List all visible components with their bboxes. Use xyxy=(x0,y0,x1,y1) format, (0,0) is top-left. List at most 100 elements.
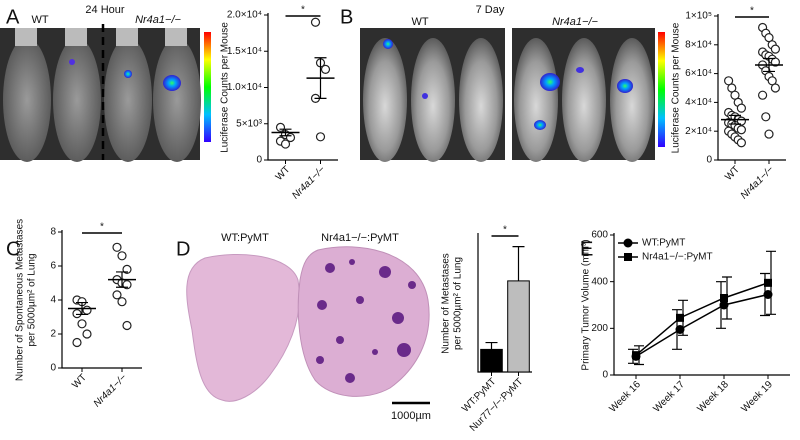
x-tick-label: Week 18 xyxy=(695,379,731,415)
image-a xyxy=(0,24,211,162)
y-tick-label: 2 xyxy=(50,329,56,340)
data-point xyxy=(757,90,768,100)
data-point xyxy=(112,290,122,300)
data-point xyxy=(72,337,82,348)
y-tick-label: 2×10⁴ xyxy=(685,126,712,137)
y-tick-label: 0 xyxy=(706,155,712,166)
image-label: Nr4a1−/−:PyMT xyxy=(321,232,399,244)
x-tick-label: Week 17 xyxy=(651,379,687,415)
significance-label: * xyxy=(100,222,104,233)
y-tick-label: 6 xyxy=(50,261,56,272)
error-bar xyxy=(512,246,525,281)
legend-label: Nr4a1−/−:PyMT xyxy=(642,252,713,263)
image-d xyxy=(186,246,430,405)
legend-marker xyxy=(623,238,633,248)
data-point xyxy=(736,103,747,113)
panel-label: D xyxy=(176,238,190,260)
series-line xyxy=(635,282,769,356)
data-point xyxy=(770,44,781,54)
data-point xyxy=(632,351,640,360)
x-tick-label: Week 19 xyxy=(739,379,775,415)
x-tick-label: Nr4a1−/− xyxy=(739,164,776,201)
y-tick-label: 400 xyxy=(591,276,608,287)
scale-bar-label: 1000µm xyxy=(391,410,431,422)
y-axis-label: Number of Metastases xyxy=(441,253,452,354)
x-tick-label: WT xyxy=(723,164,742,183)
y-tick-label: 0 xyxy=(50,363,56,374)
y-tick-label: 2.0×10⁴ xyxy=(227,10,262,21)
data-point xyxy=(770,57,781,67)
y-tick-label: 6×10⁴ xyxy=(685,68,712,79)
data-point xyxy=(764,129,774,139)
significance-label: * xyxy=(301,5,305,16)
sem-bar xyxy=(76,301,88,316)
data-point xyxy=(719,300,729,310)
image-label: WT:PyMT xyxy=(221,232,269,244)
y-tick-label: 8×10⁴ xyxy=(685,39,712,50)
data-point xyxy=(122,320,132,331)
sem-bar xyxy=(729,114,741,125)
y-axis-label: Luciferase Counts per Mouse xyxy=(671,22,682,153)
significance-label: * xyxy=(503,225,507,236)
data-point xyxy=(736,138,747,148)
data-point xyxy=(82,329,92,339)
image-title: 24 Hour xyxy=(85,4,124,16)
data-point xyxy=(770,83,781,93)
series-line xyxy=(635,293,769,357)
data-point xyxy=(112,242,122,252)
sem-bar xyxy=(314,57,327,99)
y-tick-label: 4 xyxy=(50,295,56,306)
y-tick-label: 0 xyxy=(602,370,608,381)
data-point xyxy=(320,64,331,74)
y-tick-label: 600 xyxy=(591,230,608,241)
y-tick-label: 0 xyxy=(256,155,262,166)
legend-marker xyxy=(624,253,632,261)
panel-label: A xyxy=(6,6,20,28)
x-tick-label: Week 16 xyxy=(607,379,643,415)
data-point xyxy=(117,251,127,261)
y-axis-label: per 5000µm² of Lung xyxy=(453,257,464,350)
data-point xyxy=(310,17,321,27)
data-point xyxy=(736,125,747,135)
panel-label: E xyxy=(580,238,593,260)
y-axis-label: Luciferase Counts per Mouse xyxy=(220,22,231,153)
data-point xyxy=(117,297,127,307)
image-label: WT xyxy=(31,14,48,26)
data-point xyxy=(315,132,326,142)
sem-bar xyxy=(116,271,128,288)
data-point xyxy=(676,313,684,322)
data-point xyxy=(82,305,92,315)
data-point xyxy=(275,122,286,132)
panel-label: B xyxy=(340,6,353,28)
data-point xyxy=(764,278,772,287)
y-tick-label: 1×10⁵ xyxy=(685,11,712,22)
y-tick-label: 5×10³ xyxy=(236,118,263,129)
panel-label: C xyxy=(6,238,20,260)
y-tick-label: 8 xyxy=(50,227,56,238)
x-tick-label: WT xyxy=(70,372,89,391)
x-tick-label: Nr4a1−/− xyxy=(92,372,129,409)
y-axis-label: Number of Spontaneous Metastases xyxy=(15,219,26,381)
y-tick-label: 1.0×10⁴ xyxy=(227,82,262,93)
image-label: Nr4a1−/− xyxy=(552,16,598,28)
y-axis-label: per 5000µm² of Lung xyxy=(27,253,38,346)
y-tick-label: 4×10⁴ xyxy=(685,97,712,108)
image-label: WT xyxy=(411,16,428,28)
y-axis-label: Primary Tumor Volume (mm³) xyxy=(581,239,592,370)
data-point xyxy=(72,309,82,319)
data-point xyxy=(675,325,685,334)
data-point xyxy=(763,290,773,299)
sem-bar xyxy=(763,57,775,73)
y-tick-label: 1.5×10⁴ xyxy=(227,46,262,57)
data-point xyxy=(720,294,728,302)
data-point xyxy=(761,112,771,122)
sem-bar xyxy=(279,128,292,137)
error-bar xyxy=(485,341,498,350)
image-label: Nr4a1−/− xyxy=(135,14,181,26)
image-title: 7 Day xyxy=(476,4,505,16)
data-point xyxy=(280,139,291,149)
legend-label: WT:PyMT xyxy=(642,238,685,249)
bar xyxy=(480,348,503,373)
image-b xyxy=(360,28,665,162)
